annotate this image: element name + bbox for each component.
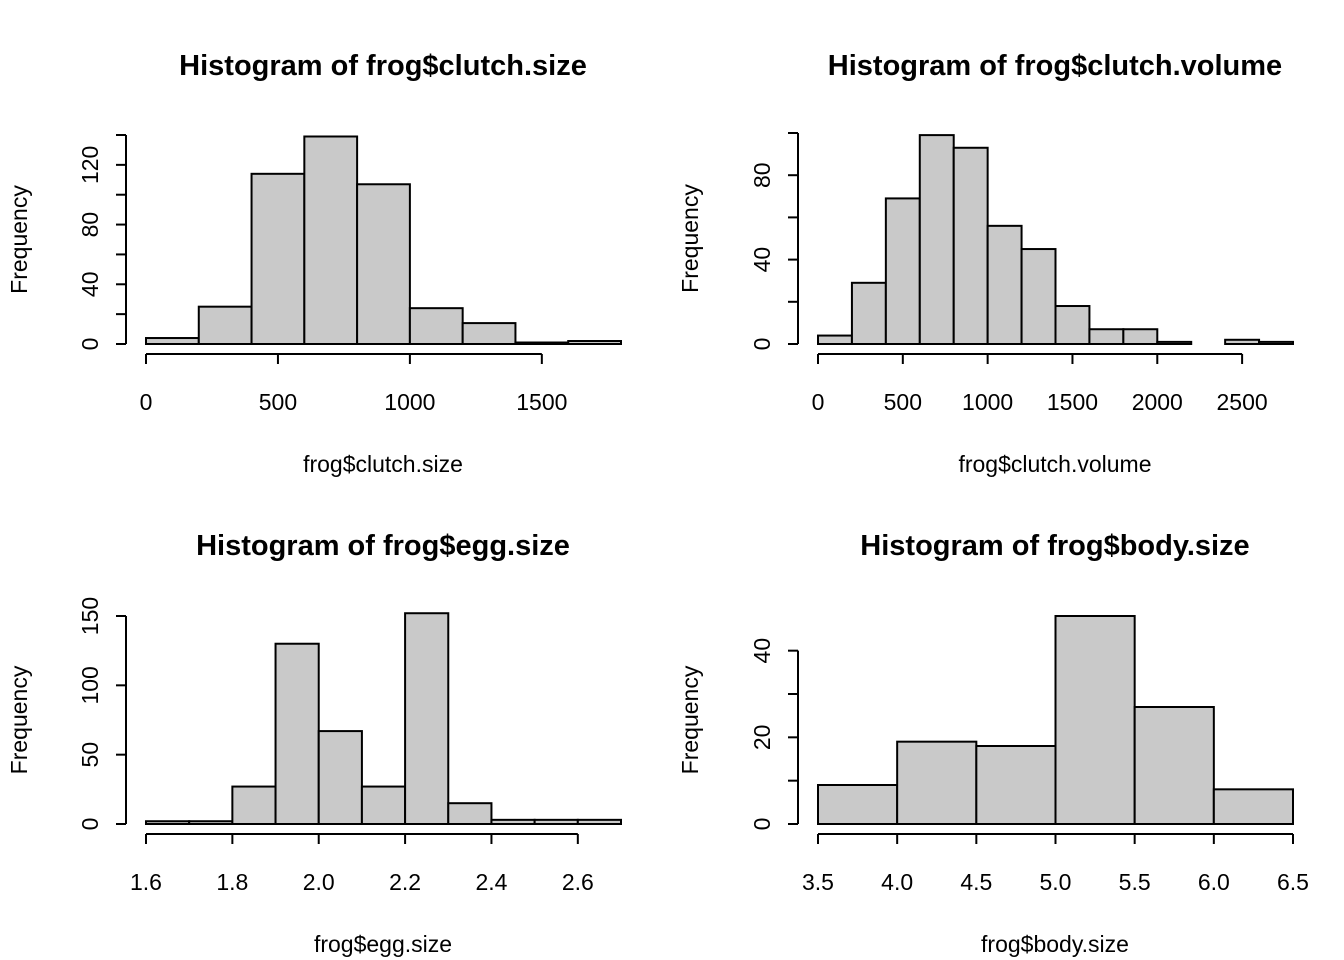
histogram-bar xyxy=(303,135,359,345)
histogram-bar xyxy=(850,281,887,345)
histogram-bar xyxy=(274,642,320,825)
y-tick-label: 20 xyxy=(749,725,775,751)
x-tick-label: 2500 xyxy=(1217,389,1268,415)
histogram-bar xyxy=(231,785,277,825)
x-axis-label: frog$clutch.size xyxy=(303,451,463,477)
histogram-bar xyxy=(896,740,978,826)
y-tick-label: 150 xyxy=(77,597,103,635)
chart-title: Histogram of frog$egg.size xyxy=(196,530,570,562)
histogram-bar xyxy=(817,334,853,345)
x-tick-label: 1500 xyxy=(516,389,567,415)
x-tick-label: 1.8 xyxy=(216,869,248,895)
x-tick-label: 3.5 xyxy=(802,869,834,895)
y-tick-label: 0 xyxy=(77,818,103,831)
histogram-bar xyxy=(1212,788,1295,825)
histogram-bar xyxy=(918,134,955,345)
histogram-bar xyxy=(1156,340,1193,346)
histogram-panel-1: Histogram of frog$clutch.size 0 500 1000 150… xyxy=(6,50,623,477)
histogram-bar xyxy=(576,818,622,826)
y-tick-label: 40 xyxy=(749,638,775,664)
histogram-bar xyxy=(404,612,450,826)
histogram-bar xyxy=(1088,328,1125,346)
y-tick-label: 50 xyxy=(77,742,103,768)
y-tick-label: 80 xyxy=(77,212,103,238)
histogram-bar xyxy=(490,818,536,826)
x-tick-label: 2.2 xyxy=(389,869,421,895)
x-tick-label: 0 xyxy=(140,389,153,415)
x-tick-label: 5.5 xyxy=(1119,869,1151,895)
histogram-bar xyxy=(188,820,234,826)
histogram-panel-3: Histogram of frog$egg.size 1.6 1.8 2.0 2.2 2.… xyxy=(6,530,622,957)
x-tick-label: 6.5 xyxy=(1277,869,1309,895)
x-tick-label: 1000 xyxy=(384,389,435,415)
x-tick-label: 5.0 xyxy=(1040,869,1072,895)
histogram-bar xyxy=(408,307,464,345)
x-tick-label: 1.6 xyxy=(130,869,162,895)
x-tick-label: 2.6 xyxy=(562,869,594,895)
histogram-bar xyxy=(952,146,989,345)
x-tick-label: 1000 xyxy=(962,389,1013,415)
histogram-bar xyxy=(817,784,899,825)
chart-title: Histogram of frog$clutch.size xyxy=(179,50,587,82)
y-axis-label: Frequency xyxy=(677,184,703,293)
histogram-bar xyxy=(250,172,306,345)
x-axis-label: frog$clutch.volume xyxy=(958,451,1151,477)
histogram-bar xyxy=(567,340,623,345)
histogram-bar xyxy=(317,730,363,825)
x-tick-label: 2.4 xyxy=(475,869,507,895)
histogram-bar xyxy=(514,341,570,345)
x-tick-label: 4.0 xyxy=(881,869,913,895)
x-axis-label: frog$body.size xyxy=(981,931,1129,957)
x-tick-label: 500 xyxy=(884,389,922,415)
y-axis-label: Frequency xyxy=(6,665,32,774)
histogram-bar xyxy=(197,305,253,345)
histogram-panel-4: Histogram of frog$body.size 3.5 4.0 4.5 5.0 5… xyxy=(677,530,1309,957)
histogram-bar xyxy=(145,337,200,345)
x-tick-label: 6.0 xyxy=(1198,869,1230,895)
y-axis-label: Frequency xyxy=(6,185,32,294)
histogram-bar xyxy=(360,785,407,825)
y-axis-label: Frequency xyxy=(677,665,703,774)
y-tick-label: 0 xyxy=(77,338,103,351)
histogram-bar xyxy=(1054,615,1136,825)
histogram-panel-2: Histogram of frog$clutch.volume 0 500 1000 1… xyxy=(677,50,1294,477)
y-tick-label: 0 xyxy=(749,818,775,831)
histogram-bar xyxy=(1258,340,1294,346)
histogram-bar xyxy=(461,322,517,346)
histogram-bar xyxy=(533,818,579,826)
histogram-bar xyxy=(145,820,191,826)
histogram-bar xyxy=(1054,305,1091,345)
x-axis-label: frog$egg.size xyxy=(314,931,452,957)
y-tick-label: 0 xyxy=(749,338,775,351)
histogram-bar xyxy=(986,224,1023,345)
histogram-bar xyxy=(1133,706,1215,825)
histogram-bar xyxy=(356,183,411,345)
x-tick-label: 4.5 xyxy=(960,869,992,895)
y-tick-label: 100 xyxy=(77,666,103,704)
y-tick-label: 120 xyxy=(77,146,103,184)
y-tick-label: 40 xyxy=(749,247,775,273)
x-tick-label: 0 xyxy=(812,389,825,415)
x-tick-label: 500 xyxy=(259,389,297,415)
chart-title: Histogram of frog$body.size xyxy=(860,530,1249,562)
histogram-bar xyxy=(884,197,921,345)
histogram-bar xyxy=(1122,328,1159,346)
histogram-bar xyxy=(975,745,1057,825)
x-tick-label: 1500 xyxy=(1047,389,1098,415)
chart-title: Histogram of frog$clutch.volume xyxy=(828,50,1282,82)
histogram-bar xyxy=(1020,248,1057,345)
histogram-bar xyxy=(1224,338,1261,345)
histogram-bar xyxy=(447,802,493,826)
y-tick-label: 80 xyxy=(749,162,775,188)
x-tick-label: 2.0 xyxy=(303,869,335,895)
y-tick-label: 40 xyxy=(77,271,103,297)
x-tick-label: 2000 xyxy=(1132,389,1183,415)
